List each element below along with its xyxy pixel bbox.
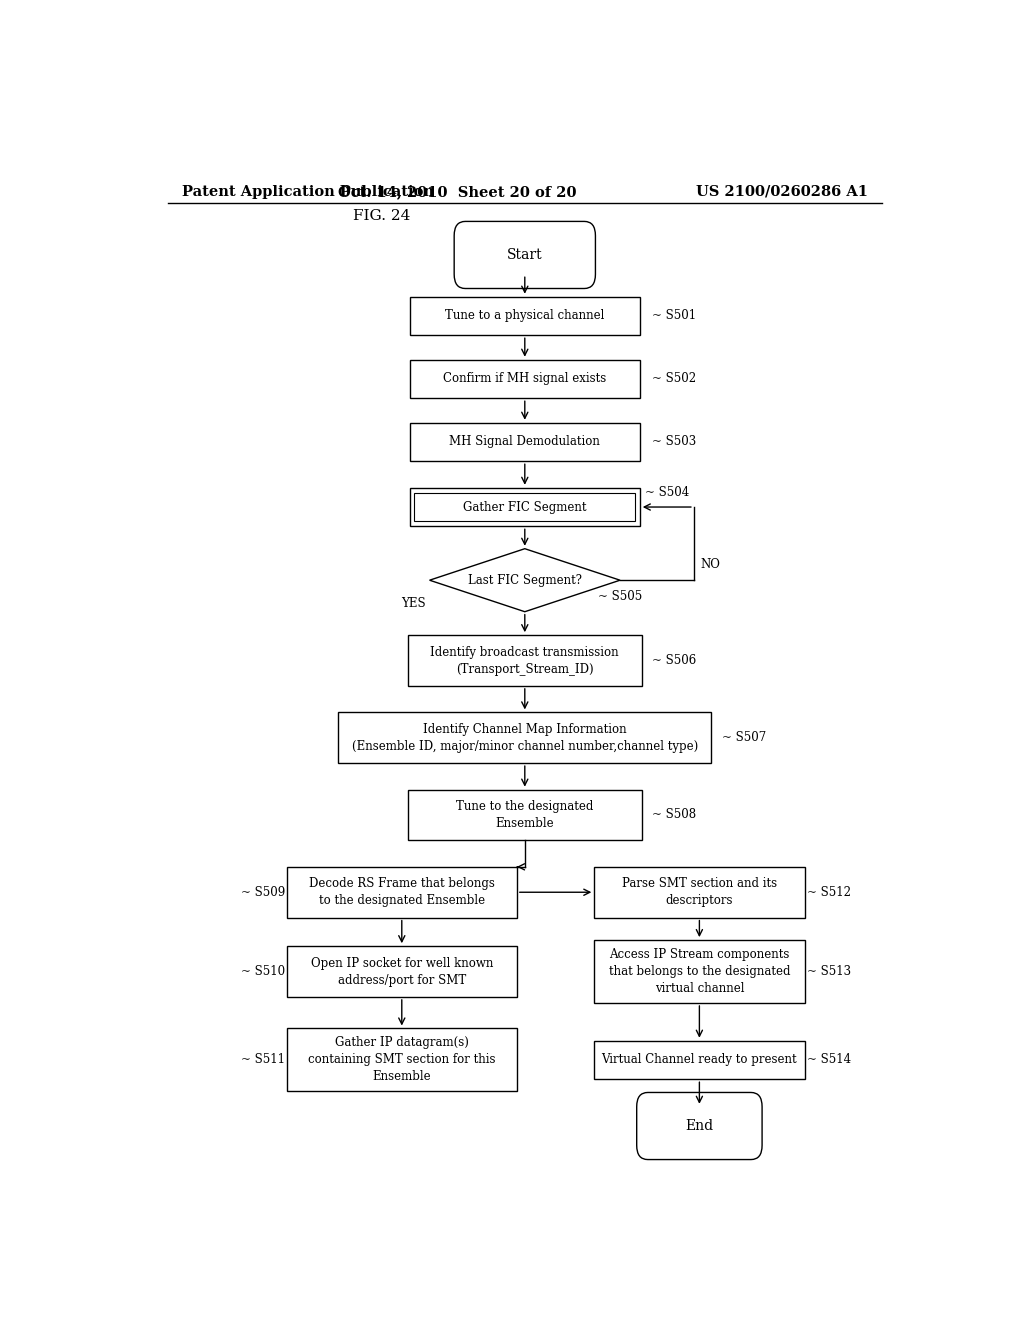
Text: Virtual Channel ready to present: Virtual Channel ready to present [601, 1053, 798, 1067]
FancyBboxPatch shape [594, 940, 805, 1003]
Text: Patent Application Publication: Patent Application Publication [182, 185, 434, 199]
FancyBboxPatch shape [594, 1040, 805, 1080]
Text: ~ S506: ~ S506 [652, 653, 696, 667]
Text: Confirm if MH signal exists: Confirm if MH signal exists [443, 372, 606, 385]
Text: ~ S514: ~ S514 [807, 1053, 851, 1067]
FancyBboxPatch shape [410, 297, 640, 335]
Text: NO: NO [700, 558, 720, 572]
Text: Last FIC Segment?: Last FIC Segment? [468, 574, 582, 586]
FancyBboxPatch shape [594, 867, 805, 917]
Text: Decode RS Frame that belongs
to the designated Ensemble: Decode RS Frame that belongs to the desi… [309, 878, 495, 907]
Text: Tune to a physical channel: Tune to a physical channel [445, 309, 604, 322]
Text: Access IP Stream components
that belongs to the designated
virtual channel: Access IP Stream components that belongs… [608, 948, 791, 995]
Text: ~ S512: ~ S512 [807, 886, 851, 899]
Polygon shape [430, 549, 620, 611]
FancyBboxPatch shape [410, 359, 640, 399]
Text: MH Signal Demodulation: MH Signal Demodulation [450, 436, 600, 449]
Text: ~ S502: ~ S502 [652, 372, 696, 385]
FancyBboxPatch shape [410, 422, 640, 461]
FancyBboxPatch shape [287, 867, 517, 917]
Text: Identify Channel Map Information
(Ensemble ID, major/minor channel number,channe: Identify Channel Map Information (Ensemb… [351, 723, 698, 752]
FancyBboxPatch shape [408, 635, 642, 686]
Text: Gather FIC Segment: Gather FIC Segment [463, 500, 587, 513]
Text: End: End [685, 1119, 714, 1133]
Text: ~ S509: ~ S509 [241, 886, 285, 899]
FancyBboxPatch shape [455, 222, 595, 289]
Text: US 2100/0260286 A1: US 2100/0260286 A1 [695, 185, 867, 199]
FancyBboxPatch shape [637, 1093, 762, 1159]
Text: YES: YES [401, 597, 426, 610]
Text: Open IP socket for well known
address/port for SMT: Open IP socket for well known address/po… [310, 957, 493, 986]
FancyBboxPatch shape [287, 1028, 517, 1092]
FancyBboxPatch shape [287, 946, 517, 997]
Text: Start: Start [507, 248, 543, 261]
Text: ~ S503: ~ S503 [652, 436, 696, 449]
FancyBboxPatch shape [410, 487, 640, 527]
Text: ~ S513: ~ S513 [807, 965, 851, 978]
Text: ~ S511: ~ S511 [241, 1053, 285, 1067]
Text: FIG. 24: FIG. 24 [353, 210, 411, 223]
Text: Tune to the designated
Ensemble: Tune to the designated Ensemble [456, 800, 594, 830]
Text: Oct. 14, 2010  Sheet 20 of 20: Oct. 14, 2010 Sheet 20 of 20 [338, 185, 577, 199]
FancyBboxPatch shape [338, 713, 712, 763]
Text: ~ S508: ~ S508 [652, 808, 696, 821]
Text: ~ S504: ~ S504 [645, 486, 690, 499]
Text: Gather IP datagram(s)
containing SMT section for this
Ensemble: Gather IP datagram(s) containing SMT sec… [308, 1036, 496, 1084]
Text: ~ S505: ~ S505 [598, 590, 642, 603]
Text: ~ S501: ~ S501 [652, 309, 696, 322]
Text: ~ S507: ~ S507 [722, 731, 766, 744]
Text: ~ S510: ~ S510 [241, 965, 285, 978]
Text: Identify broadcast transmission
(Transport_Stream_ID): Identify broadcast transmission (Transpo… [430, 645, 620, 676]
Text: Parse SMT section and its
descriptors: Parse SMT section and its descriptors [622, 878, 777, 907]
FancyBboxPatch shape [408, 789, 642, 841]
